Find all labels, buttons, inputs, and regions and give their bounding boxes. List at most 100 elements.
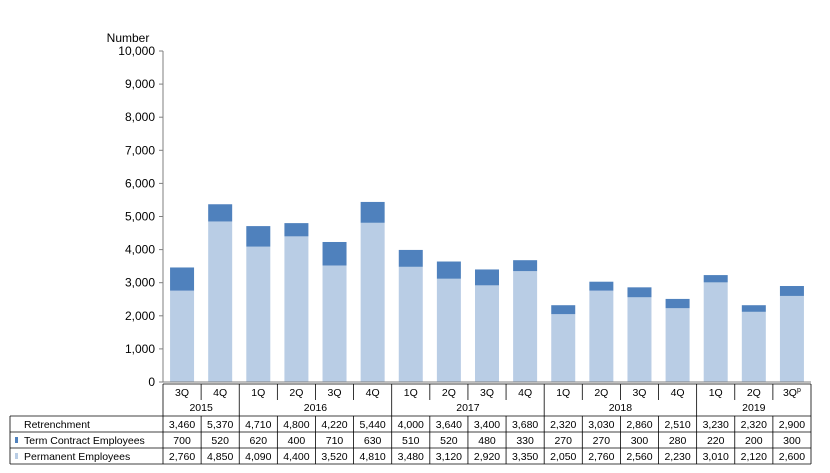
y-tick-label: 2,000 — [125, 309, 155, 323]
x-quarter-label: 1Q — [251, 387, 265, 399]
bar-permanent-employees — [589, 290, 614, 382]
bar-term-contract-employees — [741, 305, 766, 312]
table-cell: 4,710 — [245, 419, 271, 431]
x-quarter-label: 4Q — [671, 387, 685, 399]
bar-permanent-employees — [627, 297, 652, 382]
bar-term-contract-employees — [360, 201, 385, 223]
x-quarter-label: 3Qp — [783, 387, 801, 399]
bar-permanent-employees — [398, 266, 423, 382]
table-cell: 2,230 — [664, 451, 690, 463]
x-quarter-label: 1Q — [556, 387, 570, 399]
table-cell: 2,510 — [664, 419, 690, 431]
table-cell: 2,760 — [169, 451, 195, 463]
bar-permanent-employees — [246, 246, 271, 382]
bar-term-contract-employees — [589, 281, 614, 291]
table-cell: 4,220 — [321, 419, 347, 431]
bars — [170, 201, 804, 382]
table-row-label: Term Contract Employees — [24, 435, 145, 447]
bar-term-contract-employees — [284, 223, 309, 237]
x-quarter-label: 3Q — [175, 387, 189, 399]
table-cell: 300 — [783, 435, 801, 447]
y-axis-title: Number — [107, 31, 150, 45]
bar-term-contract-employees — [627, 287, 652, 298]
x-quarter-label: 3Q — [328, 387, 342, 399]
table-cell: 2,920 — [474, 451, 500, 463]
x-year-label: 2017 — [456, 402, 480, 414]
quarter-superscript: p — [797, 387, 801, 394]
bar-permanent-employees — [703, 282, 728, 382]
table-cell: 4,810 — [360, 451, 386, 463]
x-quarter-label: 2Q — [289, 387, 303, 399]
bar-permanent-employees — [551, 314, 576, 382]
bar-term-contract-employees — [322, 241, 347, 266]
y-tick-label: 10,000 — [118, 44, 155, 58]
x-quarter-label: 4Q — [518, 387, 532, 399]
bar-permanent-employees — [513, 271, 538, 382]
bar-term-contract-employees — [398, 249, 423, 267]
x-year-label: 2016 — [304, 402, 328, 414]
x-quarter-label: 3Q — [632, 387, 646, 399]
table-cell: 2,860 — [626, 419, 652, 431]
bar-term-contract-employees — [779, 286, 804, 296]
y-tick-label: 3,000 — [125, 276, 155, 290]
bar-permanent-employees — [208, 221, 233, 382]
table-cell: 3,230 — [703, 419, 729, 431]
table-cell: 220 — [707, 435, 725, 447]
x-year-label: 2019 — [742, 402, 766, 414]
bar-term-contract-employees — [513, 260, 538, 272]
table-cell: 4,800 — [283, 419, 309, 431]
bar-term-contract-employees — [208, 204, 233, 222]
table-cell: 2,560 — [626, 451, 652, 463]
table-cell: 3,030 — [588, 419, 614, 431]
table-cell: 2,320 — [741, 419, 767, 431]
bar-permanent-employees — [665, 308, 690, 382]
table-row-label: Retrenchment — [24, 419, 90, 431]
bar-permanent-employees — [322, 265, 347, 382]
x-quarter-label: 1Q — [404, 387, 418, 399]
table-cell: 2,760 — [588, 451, 614, 463]
table-cell: 3,400 — [474, 419, 500, 431]
table-cell: 3,010 — [703, 451, 729, 463]
bar-term-contract-employees — [703, 275, 728, 283]
x-year-label: 2015 — [189, 402, 213, 414]
y-tick-label: 6,000 — [125, 176, 155, 190]
table-cell: 630 — [364, 435, 382, 447]
table-cell: 4,090 — [245, 451, 271, 463]
table-cell: 5,370 — [207, 419, 233, 431]
table-cell: 2,120 — [741, 451, 767, 463]
table-cell: 330 — [516, 435, 534, 447]
data-table: Retrenchment 3,460 5,370 4,710 4,800 4,220 5,4… — [9, 383, 812, 465]
table-cell: 3,350 — [512, 451, 538, 463]
table-cell: 520 — [440, 435, 458, 447]
table-cell: 520 — [211, 435, 229, 447]
bar-permanent-employees — [779, 295, 804, 382]
table-cell: 3,520 — [321, 451, 347, 463]
table-cell: 4,400 — [283, 451, 309, 463]
table-cell: 510 — [402, 435, 420, 447]
table-cell: 3,480 — [398, 451, 424, 463]
table-cell: 3,460 — [169, 419, 195, 431]
legend-marker — [15, 453, 18, 459]
table-cell: 4,000 — [398, 419, 424, 431]
bar-permanent-employees — [360, 222, 385, 382]
bar-term-contract-employees — [475, 269, 499, 286]
x-quarter-label: 2Q — [594, 387, 608, 399]
table-cell: 280 — [669, 435, 687, 447]
bar-term-contract-employees — [665, 298, 690, 309]
y-tick-label: 7,000 — [125, 143, 155, 157]
x-quarter-label: 4Q — [213, 387, 227, 399]
x-quarter-label: 4Q — [366, 387, 380, 399]
bar-permanent-employees — [170, 290, 195, 382]
bar-term-contract-employees — [551, 305, 576, 315]
table-row-label: Permanent Employees — [24, 451, 130, 463]
table-cell: 2,600 — [779, 451, 805, 463]
bar-permanent-employees — [436, 278, 461, 382]
table-cell: 3,680 — [512, 419, 538, 431]
y-tick-label: 5,000 — [125, 210, 155, 224]
table-cell: 620 — [250, 435, 268, 447]
table-cell: 3,120 — [436, 451, 462, 463]
table-cell: 400 — [288, 435, 306, 447]
y-tick-label: 0 — [148, 375, 155, 389]
